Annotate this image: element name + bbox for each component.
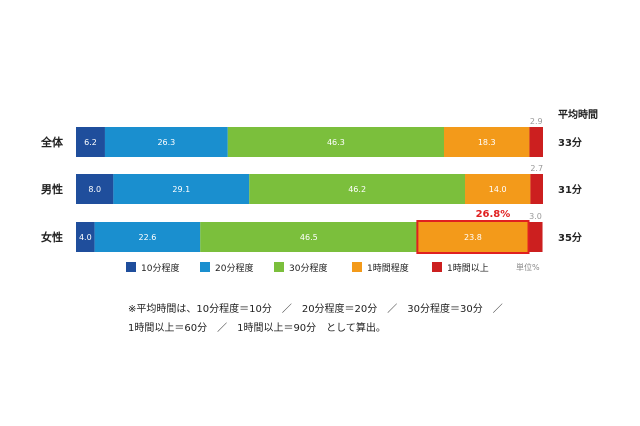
average-time-value: 35分 xyxy=(558,231,582,244)
highlight-label: 26.8% xyxy=(476,209,511,220)
category-label: 男性 xyxy=(41,182,63,196)
data-label: 4.0 xyxy=(79,233,92,242)
bar-segment xyxy=(417,222,529,252)
data-label: 14.0 xyxy=(489,185,507,194)
bar-segment xyxy=(249,174,466,204)
bar-segment xyxy=(443,127,530,157)
footnote-line-2: 1時間以上＝60分 ／ 1時間以上＝90分 として算出。 xyxy=(128,323,386,334)
bar-segment xyxy=(227,127,444,157)
average-time-value: 31分 xyxy=(558,183,582,196)
data-label: 46.2 xyxy=(348,185,366,194)
bar-segment xyxy=(104,127,228,157)
bar-segment xyxy=(465,174,531,204)
category-label: 全体 xyxy=(40,135,64,149)
bar-segment xyxy=(76,222,95,252)
data-label: 2.7 xyxy=(530,164,543,173)
legend-swatch xyxy=(352,262,362,272)
data-label: 23.8 xyxy=(464,233,482,242)
legend-label: 1時間以上 xyxy=(447,263,489,274)
data-label: 18.3 xyxy=(478,138,496,147)
bar-segment xyxy=(76,127,105,157)
legend-swatch xyxy=(432,262,442,272)
bar-segment xyxy=(113,174,250,204)
unit-label: 単位% xyxy=(516,262,540,272)
data-label: 6.2 xyxy=(84,138,97,147)
data-label: 46.5 xyxy=(300,233,318,242)
data-label: 2.9 xyxy=(530,117,543,126)
footnote-line-1: ※平均時間は、10分程度＝10分 ／ 20分程度＝20分 ／ 30分程度＝30分… xyxy=(128,304,503,315)
average-time-header: 平均時間 xyxy=(558,108,598,121)
highlight-box xyxy=(416,220,530,254)
legend-label: 20分程度 xyxy=(215,262,253,274)
bar-segment xyxy=(530,174,543,204)
legend-swatch xyxy=(126,262,136,272)
data-label: 22.6 xyxy=(139,233,157,242)
category-label: 女性 xyxy=(41,230,63,244)
legend-label: 30分程度 xyxy=(289,262,327,274)
legend-swatch xyxy=(200,262,210,272)
bar-segment xyxy=(76,174,114,204)
data-label: 3.0 xyxy=(529,212,542,221)
legend-swatch xyxy=(274,262,284,272)
bar-segment xyxy=(94,222,201,252)
bar-segment xyxy=(200,222,418,252)
data-label: 29.1 xyxy=(172,185,190,194)
data-label: 46.3 xyxy=(327,138,345,147)
bar-segment xyxy=(528,222,543,252)
legend-label: 1時間程度 xyxy=(367,262,409,274)
legend-label: 10分程度 xyxy=(141,262,179,274)
average-time-value: 33分 xyxy=(558,136,582,149)
footnote: ※平均時間は、10分程度＝10分 ／ 20分程度＝20分 ／ 30分程度＝30分… xyxy=(128,300,548,338)
data-label: 26.3 xyxy=(157,138,175,147)
bar-segment xyxy=(529,127,543,157)
data-label: 8.0 xyxy=(88,185,101,194)
